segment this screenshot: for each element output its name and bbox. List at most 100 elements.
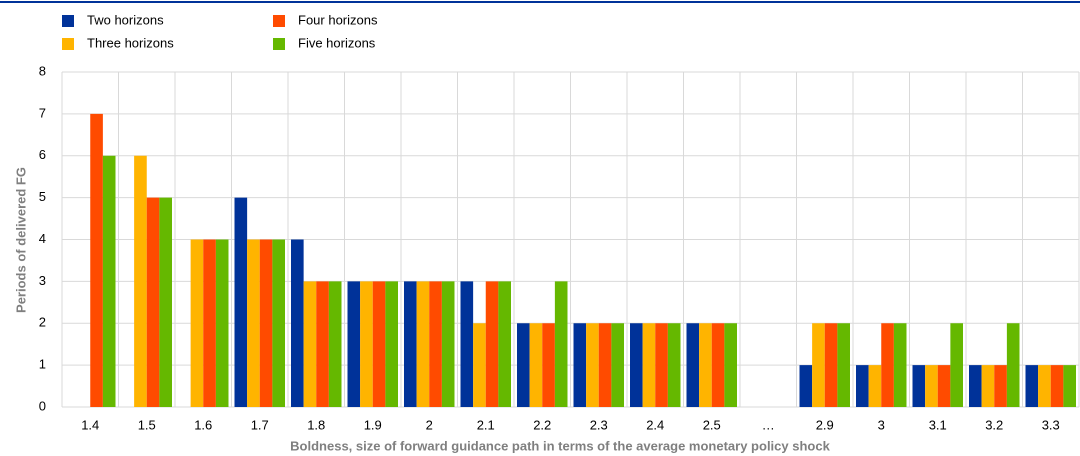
y-tick-label: 7 <box>39 105 46 120</box>
x-tick-label: 2.5 <box>703 417 721 432</box>
x-tick-label: 2.1 <box>477 417 495 432</box>
y-tick-label: 0 <box>39 398 46 413</box>
bar <box>950 323 963 407</box>
bar <box>159 197 172 407</box>
bar <box>347 281 361 407</box>
y-axis-title: Periods of delivered FG <box>13 167 28 313</box>
bar <box>881 323 894 407</box>
x-tick-label: 2.9 <box>816 417 834 432</box>
bar <box>529 323 543 407</box>
bar <box>1038 365 1051 407</box>
bar <box>981 365 995 407</box>
x-tick-label: 1.4 <box>81 417 99 432</box>
bar <box>824 323 838 407</box>
bar <box>711 323 725 407</box>
bar <box>385 281 398 407</box>
bar <box>328 281 342 407</box>
bar <box>291 239 304 407</box>
bar <box>724 323 737 407</box>
bar <box>630 323 643 407</box>
bar <box>573 323 587 407</box>
legend-label: Three horizons <box>87 35 174 50</box>
bar <box>360 281 373 407</box>
y-tick-label: 3 <box>39 273 46 288</box>
bar <box>429 281 442 407</box>
bar <box>404 281 417 407</box>
bar <box>642 323 656 407</box>
bar <box>102 155 116 407</box>
bar <box>655 323 668 407</box>
bar <box>893 323 907 407</box>
y-tick-label: 2 <box>39 315 46 330</box>
bar <box>554 281 568 407</box>
y-tick-label: 5 <box>39 189 46 204</box>
bar <box>303 281 317 407</box>
x-tick-label: 1.6 <box>194 417 212 432</box>
bar <box>473 323 486 407</box>
bar <box>598 323 612 407</box>
bar <box>925 365 938 407</box>
bar <box>316 281 329 407</box>
bar <box>1050 365 1064 407</box>
bar <box>416 281 430 407</box>
bar <box>215 239 229 407</box>
bar <box>259 239 273 407</box>
bar <box>234 197 248 407</box>
bar <box>498 281 511 407</box>
x-tick-label: … <box>762 417 775 432</box>
bar <box>586 323 599 407</box>
bar <box>1063 365 1076 407</box>
bar <box>372 281 386 407</box>
y-tick-label: 8 <box>39 63 46 78</box>
bar <box>485 281 499 407</box>
bar <box>868 365 882 407</box>
bar <box>134 155 147 407</box>
legend-swatch <box>273 15 285 27</box>
x-tick-label: 1.9 <box>364 417 382 432</box>
legend-swatch <box>62 15 74 27</box>
bar <box>667 323 681 407</box>
bar <box>969 365 982 407</box>
legend-label: Four horizons <box>298 12 378 27</box>
x-tick-label: 1.8 <box>307 417 325 432</box>
bar <box>1006 323 1020 407</box>
bar <box>542 323 555 407</box>
bar <box>272 239 285 407</box>
x-tick-label: 2 <box>426 417 433 432</box>
x-tick-label: 3.1 <box>929 417 947 432</box>
x-tick-label: 1.5 <box>138 417 156 432</box>
bar <box>799 365 813 407</box>
bar <box>686 323 700 407</box>
x-axis-title: Boldness, size of forward guidance path … <box>290 438 830 453</box>
x-tick-label: 3.3 <box>1042 417 1060 432</box>
y-tick-label: 1 <box>39 357 46 372</box>
legend-label: Five horizons <box>298 35 376 50</box>
bar <box>912 365 926 407</box>
y-tick-label: 4 <box>39 231 46 246</box>
legend-swatch <box>62 38 74 50</box>
x-tick-label: 2.4 <box>646 417 664 432</box>
bar <box>203 239 216 407</box>
bar <box>837 323 850 407</box>
bar <box>517 323 530 407</box>
bar <box>994 365 1007 407</box>
bar <box>460 281 474 407</box>
bar <box>699 323 712 407</box>
x-tick-label: 3.2 <box>985 417 1003 432</box>
bar <box>611 323 624 407</box>
bar <box>441 281 455 407</box>
x-tick-label: 2.2 <box>533 417 551 432</box>
bar <box>937 365 951 407</box>
bar <box>190 239 204 407</box>
legend-swatch <box>273 38 285 50</box>
x-tick-label: 3 <box>878 417 885 432</box>
legend-label: Two horizons <box>87 12 164 27</box>
bar <box>146 197 160 407</box>
bar <box>856 365 869 407</box>
y-tick-label: 6 <box>39 147 46 162</box>
bar <box>1025 365 1039 407</box>
bar <box>247 239 260 407</box>
bar <box>812 323 825 407</box>
bar <box>90 113 103 407</box>
